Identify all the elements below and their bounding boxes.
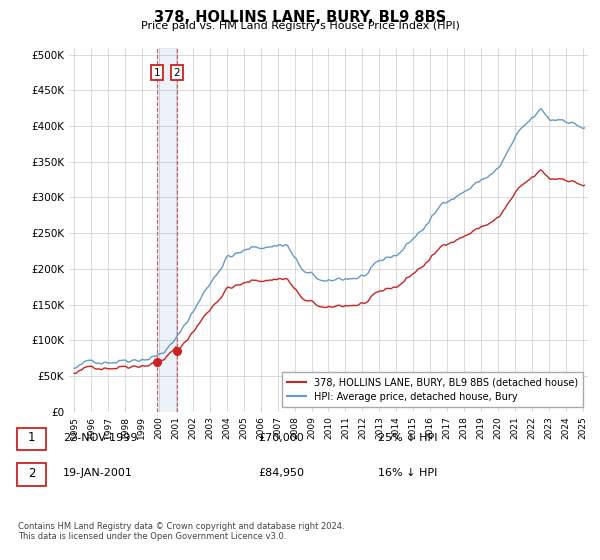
Text: Price paid vs. HM Land Registry's House Price Index (HPI): Price paid vs. HM Land Registry's House …: [140, 21, 460, 31]
Text: Contains HM Land Registry data © Crown copyright and database right 2024.
This d: Contains HM Land Registry data © Crown c…: [18, 522, 344, 542]
Text: £70,000: £70,000: [258, 433, 304, 443]
Text: £84,950: £84,950: [258, 468, 304, 478]
Text: 2: 2: [28, 466, 35, 480]
Text: 2: 2: [173, 68, 180, 78]
Point: [172, 347, 182, 356]
Legend: 378, HOLLINS LANE, BURY, BL9 8BS (detached house), HPI: Average price, detached : 378, HOLLINS LANE, BURY, BL9 8BS (detach…: [282, 372, 583, 407]
Text: 25% ↓ HPI: 25% ↓ HPI: [378, 433, 437, 443]
Text: 1: 1: [28, 431, 35, 445]
Text: 1: 1: [154, 68, 160, 78]
Point: [152, 357, 162, 366]
Bar: [157, 48, 177, 412]
Text: 378, HOLLINS LANE, BURY, BL9 8BS: 378, HOLLINS LANE, BURY, BL9 8BS: [154, 10, 446, 25]
Text: 19-JAN-2001: 19-JAN-2001: [63, 468, 133, 478]
Text: 16% ↓ HPI: 16% ↓ HPI: [378, 468, 437, 478]
Text: 22-NOV-1999: 22-NOV-1999: [63, 433, 137, 443]
